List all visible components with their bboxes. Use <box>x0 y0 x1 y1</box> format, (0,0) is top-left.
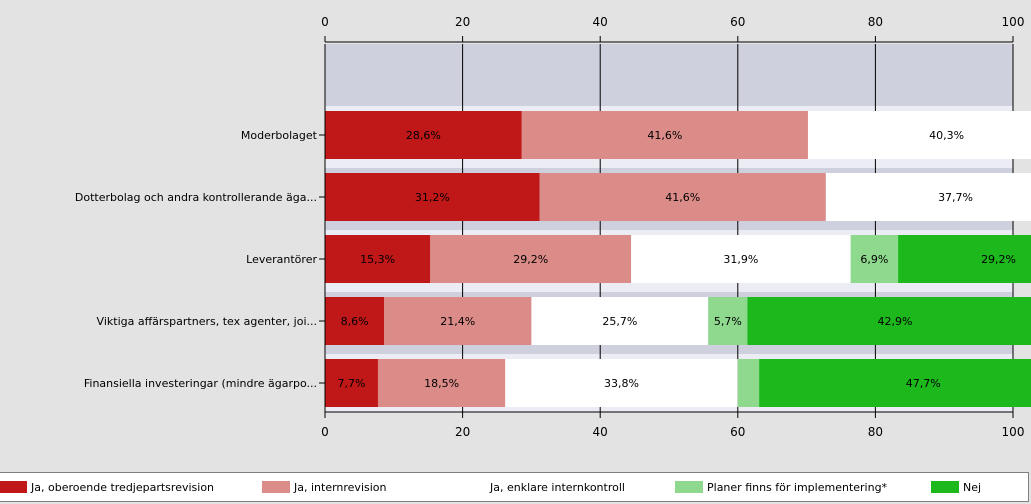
data-label: 8,6% <box>341 315 369 328</box>
bar-segment <box>531 297 709 345</box>
legend-label: Ja, enklare internkontroll <box>490 480 625 494</box>
tick-label: 100 <box>1002 425 1025 439</box>
tick-label: 40 <box>593 15 608 29</box>
tick-label: 0 <box>321 425 329 439</box>
data-label: 28,6% <box>406 129 441 142</box>
bar-segment <box>325 111 522 159</box>
legend-swatch <box>262 481 290 493</box>
bar-segment <box>737 359 760 407</box>
legend-item: Ja, internrevision <box>262 480 387 494</box>
bar-segment <box>325 173 540 221</box>
legend-item: Ja, enklare internkontroll <box>458 480 625 494</box>
category-label: Finansiella investeringar (mindre ägarpo… <box>84 377 317 390</box>
data-label: 25,7% <box>602 315 637 328</box>
data-label: 6,9% <box>860 253 888 266</box>
tick-label: 100 <box>1002 15 1025 29</box>
legend-swatch <box>0 481 27 493</box>
bar-segment <box>505 359 738 407</box>
bar-segment <box>430 235 632 283</box>
axes: 0 0 20 20 40 40 60 60 80 80 100 100 <box>321 15 1024 439</box>
data-label: 21,4% <box>440 315 475 328</box>
category-label: Viktiga affärspartners, tex agenter, joi… <box>97 315 317 328</box>
legend-label: Ja, oberoende tredjepartsrevision <box>31 480 215 494</box>
tick-label: 20 <box>455 15 470 29</box>
data-label: 29,2% <box>981 253 1016 266</box>
bar-segment <box>521 111 808 159</box>
bar-segment <box>747 297 1031 345</box>
data-label: 31,9% <box>723 253 758 266</box>
tick-label: 40 <box>593 425 608 439</box>
bar-segment <box>539 173 826 221</box>
tick-label: 60 <box>730 15 745 29</box>
legend-swatch <box>675 481 703 493</box>
legend-item: Planer finns för implementering* <box>675 480 887 494</box>
bar-segment <box>898 235 1031 283</box>
bars <box>325 111 1031 407</box>
bar-segment <box>384 297 532 345</box>
data-label: 41,6% <box>665 191 700 204</box>
tick-label: 60 <box>730 425 745 439</box>
bar-segment <box>807 111 1031 159</box>
data-label: 41,6% <box>647 129 682 142</box>
bar-segment <box>708 297 748 345</box>
legend-label: Ja, internrevision <box>294 480 387 494</box>
category-label: Moderbolaget <box>241 129 318 142</box>
data-label: 29,2% <box>513 253 548 266</box>
legend-item: Ja, oberoende tredjepartsrevision <box>0 480 214 494</box>
data-label: 15,3% <box>360 253 395 266</box>
legend-swatch <box>931 481 959 493</box>
category-label: Leverantörer <box>246 253 317 266</box>
bar-segment <box>759 359 1031 407</box>
tick-label: 0 <box>321 15 329 29</box>
bar-segment <box>825 173 1031 221</box>
bar-segment <box>325 359 378 407</box>
data-label: 37,7% <box>938 191 973 204</box>
data-label: 47,7% <box>906 377 941 390</box>
tick-label: 20 <box>455 425 470 439</box>
data-label: 5,7% <box>714 315 742 328</box>
data-label: 31,2% <box>415 191 450 204</box>
bar-segment <box>377 359 506 407</box>
category-label: Dotterbolag och andra kontrollerande äga… <box>75 191 317 204</box>
tick-label: 80 <box>868 425 883 439</box>
data-label: 40,3% <box>929 129 964 142</box>
bar-segment <box>325 297 385 345</box>
bar-segment <box>325 235 431 283</box>
data-label: 18,5% <box>424 377 459 390</box>
legend-swatch <box>458 481 486 493</box>
bar-segment <box>850 235 899 283</box>
data-label: 33,8% <box>604 377 639 390</box>
data-label: 42,9% <box>878 315 913 328</box>
tick-label: 80 <box>868 15 883 29</box>
plot-bands <box>325 44 1013 412</box>
data-label: 7,7% <box>338 377 366 390</box>
legend: Ja, oberoende tredjepartsrevision Ja, int… <box>0 472 1029 502</box>
value-labels: 28,6%41,6%40,3%31,2%41,6%37,7%6,5%15,3%2… <box>338 129 1017 390</box>
legend-label: Nej <box>963 480 982 494</box>
category-labels: Moderbolaget Dotterbolag och andra kontro… <box>75 129 325 390</box>
legend-label: Planer finns för implementering* <box>707 480 888 494</box>
legend-item: Nej <box>931 480 981 494</box>
bar-segment <box>631 235 851 283</box>
plot-band <box>325 44 1013 106</box>
